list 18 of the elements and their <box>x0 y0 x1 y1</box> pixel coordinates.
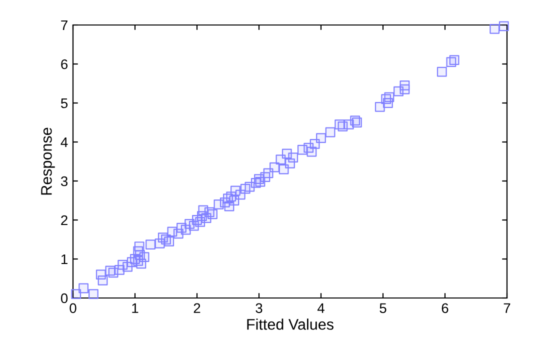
x-tick-label: 3 <box>256 303 262 314</box>
y-tick-label: 0 <box>60 293 68 304</box>
x-tick-label: 0 <box>70 303 76 314</box>
x-tick-label: 7 <box>504 303 510 313</box>
x-tick-label: 2 <box>194 303 200 313</box>
y-tick-label: 5 <box>60 98 68 108</box>
y-tick-label: 6 <box>61 59 68 70</box>
x-tick-label: 5 <box>380 303 386 314</box>
y-tick-label: 1 <box>61 254 68 264</box>
x-tick-label: 1 <box>132 303 138 313</box>
x-axis-title: Fitted Values <box>247 318 334 330</box>
y-axis-title: Response <box>41 128 55 195</box>
y-tick-label: 3 <box>60 176 68 186</box>
y-tick-label: 2 <box>61 215 68 226</box>
y-tick-label: 7 <box>61 20 68 30</box>
x-tick-label: 4 <box>317 303 324 313</box>
x-tick-label: 6 <box>442 303 448 314</box>
y-tick-label: 4 <box>60 137 68 148</box>
